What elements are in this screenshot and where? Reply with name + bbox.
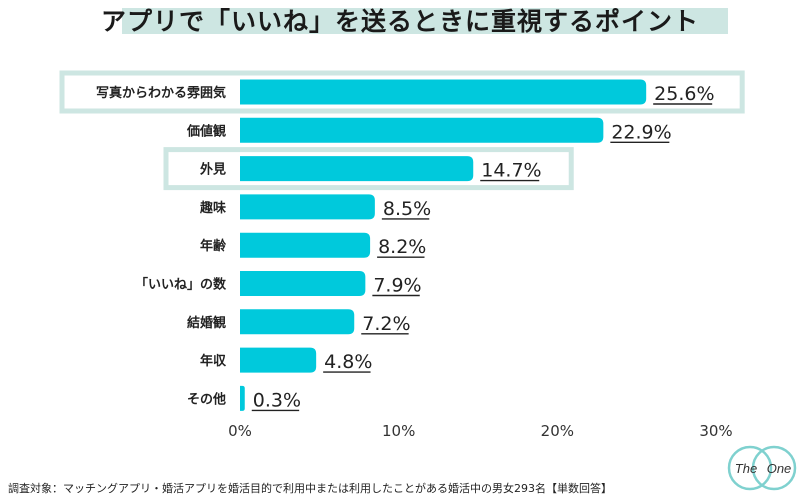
x-tick-label-3: 30%	[699, 422, 732, 440]
chart-title: アプリで「いいね」を送るときに重視するポイント	[100, 7, 699, 36]
logo-ring-right	[751, 445, 797, 491]
value-label-row-7: 4.8%	[324, 351, 372, 373]
bar-row-1	[240, 117, 604, 143]
the-one-logo: The One	[727, 445, 797, 491]
category-label-row-7: 年収	[200, 353, 227, 369]
value-label-row-5: 7.9%	[373, 275, 421, 297]
bar-row-6	[240, 309, 355, 335]
category-label-row-0: 写真からわかる雰囲気	[96, 85, 226, 101]
category-label-row-8: その他	[187, 391, 226, 407]
value-label-row-8: 0.3%	[253, 389, 301, 411]
category-label-row-5: 「いいね」の数	[135, 277, 227, 293]
survey-footnote: 調査対象：マッチングアプリ・婚活アプリを婚活目的で利用中または利用したことがある…	[8, 482, 612, 495]
x-tick-label-2: 20%	[541, 422, 574, 440]
value-label-row-6: 7.2%	[362, 313, 410, 335]
x-tick-label-0: 0%	[228, 422, 252, 440]
bar-row-4	[240, 232, 371, 258]
value-label-row-3: 8.5%	[383, 198, 431, 220]
bar-row-7	[240, 347, 317, 373]
title-area: アプリで「いいね」を送るときに重視するポイント	[0, 0, 800, 50]
highlight-frame-row-2	[163, 147, 574, 191]
category-label-row-2: 外見	[199, 162, 226, 178]
category-label-row-1: 価値観	[186, 123, 226, 139]
category-label-row-6: 結婚観	[187, 315, 226, 331]
value-label-row-2: 14.7%	[481, 160, 541, 182]
category-label-row-4: 年齢	[200, 238, 227, 254]
bar-row-2	[240, 156, 474, 182]
bar-row-0	[240, 79, 647, 105]
x-tick-label-1: 10%	[382, 422, 415, 440]
bar-chart: 写真からわかる雰囲気 25.6% 価値観 22.9% 外見 14.7% 趣味 8.5% 年齢 8.…	[59, 70, 745, 440]
value-label-row-0: 25.6%	[654, 83, 714, 105]
category-label-row-3: 趣味	[199, 200, 226, 216]
bar-row-8	[240, 385, 245, 411]
value-label-row-4: 8.2%	[378, 236, 426, 258]
title-highlight-band	[122, 8, 728, 34]
logo-text-the: The	[735, 461, 757, 476]
logo-ring-left	[727, 445, 773, 491]
bar-row-5	[240, 271, 366, 296]
logo-text-one: One	[767, 461, 792, 476]
highlight-frame-row-0	[59, 70, 745, 114]
value-label-row-1: 22.9%	[611, 121, 671, 143]
bar-row-3	[240, 194, 375, 220]
